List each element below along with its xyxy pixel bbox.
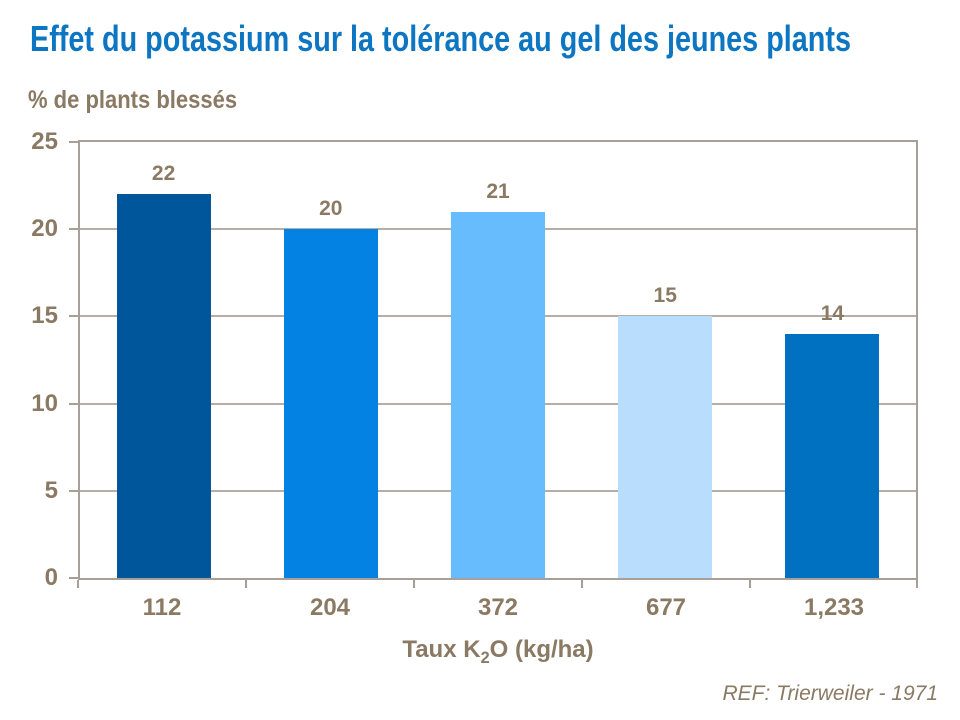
bar-value-label: 22 (151, 162, 176, 186)
y-tick-mark (69, 577, 78, 579)
reference-text: REF: Trierweiler - 1971 (722, 682, 939, 705)
y-tick-label: 0 (44, 564, 58, 591)
x-tick-mark (916, 580, 918, 588)
y-tick-mark (69, 402, 78, 405)
bar-column: 22 (80, 142, 247, 578)
bar-value-label: 20 (319, 197, 343, 221)
bar-column: 14 (749, 142, 916, 578)
y-tick-label: 5 (44, 476, 58, 504)
x-category-label: 677 (645, 594, 687, 621)
y-tick-label: 20 (31, 215, 58, 243)
y-tick-mark (69, 141, 78, 143)
x-category-label: 372 (477, 594, 519, 621)
bar-column: 21 (414, 142, 581, 578)
x-axis-title-suffix: O (kg/ha) (489, 636, 594, 663)
y-tick-mark (69, 228, 78, 231)
y-tick-mark (69, 315, 78, 318)
plot-area: 22 20 21 15 14 (78, 140, 918, 580)
bar (451, 211, 545, 578)
bar-value-label: 14 (820, 301, 845, 325)
y-axis-label: % de plants blessés (28, 86, 238, 114)
bar (618, 316, 713, 578)
x-category-label: 1,233 (803, 594, 865, 621)
y-tick-mark (69, 489, 78, 492)
chart-title: Effet du potassium sur la tolérance au g… (30, 18, 852, 59)
bar-value-label: 15 (653, 284, 677, 308)
bars-row: 22 20 21 15 14 (80, 142, 916, 578)
bar-column: 15 (582, 142, 749, 578)
bar (116, 194, 211, 578)
x-tick-mark (749, 580, 751, 588)
x-tick-mark (413, 580, 415, 588)
x-category-labels: 112 204 372 677 1,233 (78, 594, 918, 624)
x-axis-title-prefix: Taux K (402, 636, 481, 663)
bar (283, 229, 378, 578)
x-tick-mark (77, 580, 79, 588)
bar-column: 20 (247, 142, 414, 578)
x-axis-title-subscript: 2 (480, 648, 490, 667)
bar (785, 333, 880, 578)
y-tick-label: 15 (31, 302, 58, 330)
bar-value-label: 21 (486, 179, 510, 203)
x-tick-mark (245, 580, 247, 588)
x-axis-title: Taux K2O (kg/ha) (78, 636, 918, 667)
x-category-label: 112 (142, 594, 182, 621)
y-tick-label: 25 (31, 128, 58, 155)
x-tick-mark (581, 580, 583, 588)
x-category-label: 204 (309, 594, 351, 621)
y-tick-label: 10 (31, 389, 58, 417)
